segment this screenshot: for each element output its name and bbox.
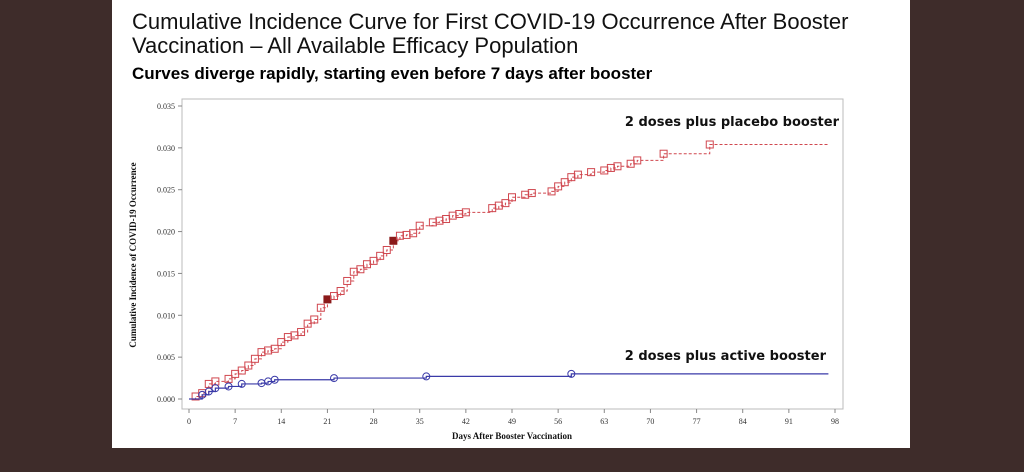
placebo-data-point bbox=[277, 338, 286, 347]
placebo-data-point bbox=[336, 287, 345, 296]
placebo-data-point bbox=[382, 245, 391, 254]
placebo-data-point bbox=[587, 168, 596, 177]
placebo-data-point bbox=[633, 156, 642, 165]
active-data-point bbox=[270, 375, 279, 384]
y-tick-label: 0.005 bbox=[157, 353, 175, 362]
placebo-data-point bbox=[310, 315, 319, 324]
placebo-data-point bbox=[409, 229, 418, 238]
placebo-data-point bbox=[237, 366, 246, 375]
placebo-data-point bbox=[356, 265, 365, 274]
placebo-data-point bbox=[705, 140, 714, 149]
x-axis-label: Days After Booster Vaccination bbox=[452, 431, 572, 441]
x-tick-label: 91 bbox=[785, 417, 793, 426]
placebo-data-point bbox=[573, 170, 582, 179]
placebo-data-point bbox=[613, 162, 622, 171]
x-tick-label: 7 bbox=[233, 417, 237, 426]
placebo-data-point bbox=[659, 149, 668, 158]
active-data-point bbox=[211, 384, 220, 393]
y-tick-label: 0.015 bbox=[157, 269, 175, 278]
y-tick-label: 0.025 bbox=[157, 186, 175, 195]
x-tick-label: 21 bbox=[323, 417, 331, 426]
placebo-data-point bbox=[224, 374, 233, 383]
y-tick-label: 0.020 bbox=[157, 228, 175, 237]
placebo-data-point bbox=[389, 236, 398, 245]
y-tick-label: 0.035 bbox=[157, 102, 175, 111]
incidence-chart: 0 7 14 21 28 35 42 49 56 63 70 77 84 91 98 0.000 0.005 0.… bbox=[128, 98, 844, 441]
active-data-point bbox=[204, 387, 213, 396]
x-tick-label: 35 bbox=[416, 417, 424, 426]
active-data-point bbox=[224, 382, 233, 391]
active-data-point bbox=[422, 372, 431, 381]
placebo-data-point bbox=[369, 256, 378, 265]
legend-placebo: 2 doses plus placebo booster bbox=[625, 115, 840, 130]
slide: Cumulative Incidence Curve for First COV… bbox=[112, 0, 910, 448]
placebo-data-point bbox=[270, 344, 279, 353]
slide-title: Cumulative Incidence Curve for First COV… bbox=[132, 9, 849, 58]
y-tick-label: 0.000 bbox=[157, 395, 175, 404]
x-tick-label: 98 bbox=[831, 417, 839, 426]
y-axis-label: Cumulative Incidence of COVID-19 Occurre… bbox=[128, 162, 138, 347]
x-tick-label: 56 bbox=[554, 417, 562, 426]
placebo-data-point bbox=[547, 187, 556, 196]
placebo-booster-curve bbox=[189, 144, 829, 400]
x-tick-label: 49 bbox=[508, 417, 516, 426]
x-tick-label: 70 bbox=[646, 417, 654, 426]
placebo-data-point bbox=[508, 193, 516, 202]
active-booster-curve bbox=[189, 373, 829, 400]
active-data-point bbox=[567, 369, 576, 378]
placebo-data-point bbox=[244, 361, 253, 370]
x-tick-label: 63 bbox=[600, 417, 608, 426]
legend-active: 2 doses plus active booster bbox=[625, 349, 827, 364]
x-tick-label: 84 bbox=[739, 417, 747, 426]
placebo-data-point bbox=[376, 251, 385, 260]
x-tick-label: 42 bbox=[462, 417, 470, 426]
x-tick-label: 28 bbox=[370, 417, 378, 426]
placebo-data-point bbox=[303, 319, 312, 328]
placebo-data-point bbox=[527, 189, 536, 198]
placebo-data-point bbox=[323, 295, 332, 304]
x-tick-label: 77 bbox=[693, 417, 701, 426]
placebo-data-point bbox=[560, 178, 569, 187]
placebo-data-point bbox=[316, 303, 325, 312]
active-data-point bbox=[237, 379, 246, 388]
slide-subtitle: Curves diverge rapidly, starting even be… bbox=[132, 64, 653, 83]
placebo-data-point bbox=[250, 354, 259, 363]
placebo-data-point bbox=[554, 182, 563, 191]
placebo-data-point bbox=[297, 328, 306, 337]
y-tick-label: 0.010 bbox=[157, 311, 175, 320]
x-tick-label: 0 bbox=[187, 417, 191, 426]
active-data-point bbox=[198, 390, 207, 399]
placebo-data-point bbox=[415, 221, 424, 230]
placebo-data-point bbox=[501, 199, 510, 208]
x-tick-label: 14 bbox=[277, 417, 285, 426]
placebo-data-point bbox=[461, 208, 470, 217]
placebo-data-point bbox=[343, 276, 352, 285]
placebo-data-point bbox=[330, 292, 339, 301]
active-data-point bbox=[330, 374, 339, 383]
y-tick-label: 0.030 bbox=[157, 144, 175, 153]
